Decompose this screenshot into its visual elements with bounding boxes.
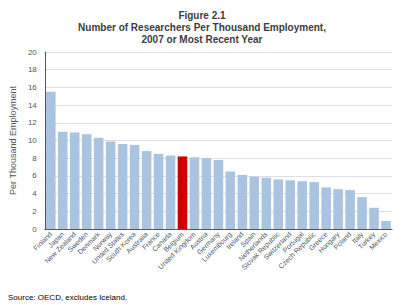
- svg-text:20: 20: [28, 48, 37, 57]
- svg-text:Source: OECD, excludes Iceland: Source: OECD, excludes Iceland.: [8, 293, 127, 302]
- svg-text:18: 18: [28, 65, 37, 74]
- svg-text:France: France: [140, 230, 161, 251]
- svg-text:Czech Republic: Czech Republic: [277, 230, 317, 271]
- svg-text:6: 6: [32, 171, 37, 180]
- svg-text:12: 12: [28, 118, 37, 127]
- svg-text:Japan: Japan: [46, 230, 66, 249]
- svg-text:United Kingdom: United Kingdom: [157, 230, 198, 271]
- svg-text:Germany: Germany: [195, 230, 221, 256]
- svg-text:Canada: Canada: [150, 230, 173, 253]
- svg-text:2: 2: [32, 207, 37, 216]
- svg-text:10: 10: [28, 136, 37, 145]
- svg-text:Slovak Republic: Slovak Republic: [240, 230, 281, 271]
- svg-text:Denmark: Denmark: [76, 230, 102, 256]
- svg-text:South Korea: South Korea: [104, 230, 138, 263]
- svg-text:Poland: Poland: [332, 230, 352, 250]
- svg-text:14: 14: [28, 101, 37, 110]
- svg-text:Austria: Austria: [188, 230, 209, 251]
- svg-text:Turkey: Turkey: [356, 230, 377, 251]
- svg-text:Finland: Finland: [32, 230, 54, 252]
- svg-text:2007 or Most Recent Year: 2007 or Most Recent Year: [142, 34, 263, 45]
- svg-text:4: 4: [32, 189, 37, 198]
- svg-text:Greece: Greece: [307, 230, 329, 252]
- svg-text:Norway: Norway: [91, 230, 114, 253]
- svg-text:Hungary: Hungary: [317, 230, 341, 255]
- svg-text:Number of Researchers Per Thou: Number of Researchers Per Thousand Emplo…: [78, 22, 326, 33]
- svg-text:Ireland: Ireland: [224, 230, 245, 251]
- svg-text:United States: United States: [90, 230, 126, 266]
- svg-text:Figure 2.1: Figure 2.1: [178, 10, 226, 21]
- svg-text:8: 8: [32, 154, 37, 163]
- svg-text:0: 0: [32, 225, 37, 234]
- svg-text:Luxembourg: Luxembourg: [200, 230, 233, 263]
- svg-text:Belgium: Belgium: [162, 230, 185, 254]
- svg-text:Netherlands: Netherlands: [237, 230, 269, 263]
- svg-text:16: 16: [28, 83, 37, 92]
- svg-text:Australia: Australia: [124, 230, 149, 255]
- svg-text:Spain: Spain: [239, 230, 257, 249]
- svg-text:Per Thousand Employment: Per Thousand Employment: [8, 86, 18, 195]
- svg-text:Italy: Italy: [350, 230, 365, 245]
- svg-text:Sweden: Sweden: [66, 230, 90, 254]
- svg-text:Portugal: Portugal: [281, 230, 305, 254]
- svg-text:New Zealand: New Zealand: [43, 230, 78, 265]
- svg-text:Mexico: Mexico: [368, 230, 389, 251]
- svg-text:Switzerland: Switzerland: [262, 230, 293, 261]
